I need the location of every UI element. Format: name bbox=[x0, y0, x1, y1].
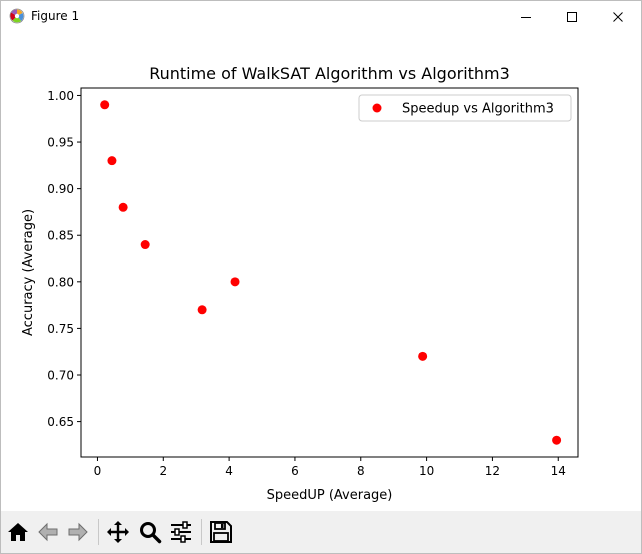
maximize-icon bbox=[567, 11, 577, 22]
y-tick-label: 0.85 bbox=[47, 229, 74, 243]
close-icon bbox=[613, 11, 623, 22]
x-axis-label: SpeedUP (Average) bbox=[267, 488, 393, 503]
toolbar-separator bbox=[98, 519, 99, 545]
y-tick-label: 1.00 bbox=[47, 89, 74, 103]
pan-button[interactable] bbox=[104, 518, 132, 546]
zoom-icon bbox=[140, 522, 162, 544]
y-axis-label: Accuracy (Average) bbox=[21, 209, 36, 336]
pan-icon bbox=[107, 521, 129, 543]
y-tick-label: 0.90 bbox=[47, 182, 74, 196]
close-button[interactable] bbox=[595, 1, 641, 32]
y-tick-label: 0.65 bbox=[47, 415, 74, 429]
configure-subplots-button[interactable] bbox=[167, 518, 195, 546]
data-point bbox=[197, 305, 207, 315]
forward-icon bbox=[68, 522, 88, 542]
legend-label: Speedup vs Algorithm3 bbox=[402, 102, 554, 117]
minimize-button[interactable] bbox=[503, 1, 549, 32]
chart-title: Runtime of WalkSAT Algorithm vs Algorith… bbox=[149, 64, 510, 83]
home-button[interactable] bbox=[4, 518, 32, 546]
x-tick-label: 2 bbox=[159, 464, 167, 478]
axes-frame bbox=[80, 87, 579, 458]
x-tick-label: 4 bbox=[225, 464, 233, 478]
x-tick-label: 12 bbox=[485, 464, 500, 478]
navigation-toolbar bbox=[1, 511, 641, 553]
save-icon bbox=[210, 521, 232, 543]
zoom-button[interactable] bbox=[136, 518, 164, 546]
y-tick-label: 0.95 bbox=[47, 136, 74, 150]
data-point bbox=[107, 156, 117, 166]
y-tick-label: 0.80 bbox=[47, 275, 74, 289]
x-tick-label: 8 bbox=[357, 464, 365, 478]
data-point bbox=[418, 351, 428, 361]
x-tick-label: 10 bbox=[419, 464, 434, 478]
minimize-icon bbox=[521, 16, 531, 18]
legend-box bbox=[358, 94, 572, 122]
data-point bbox=[230, 277, 240, 287]
x-tick-label: 0 bbox=[94, 464, 102, 478]
save-button[interactable] bbox=[207, 518, 235, 546]
data-point bbox=[140, 240, 150, 250]
y-tick-label: 0.70 bbox=[47, 369, 74, 383]
window-title: Figure 1 bbox=[31, 9, 80, 23]
title-bar[interactable]: Figure 1 bbox=[1, 1, 641, 32]
back-button[interactable] bbox=[34, 518, 62, 546]
figure-canvas[interactable]: Runtime of WalkSAT Algorithm vs Algorith… bbox=[1, 32, 641, 511]
data-point bbox=[552, 435, 562, 445]
data-point bbox=[118, 202, 128, 212]
scatter-chart[interactable]: Runtime of WalkSAT Algorithm vs Algorith… bbox=[1, 32, 641, 511]
matplotlib-logo-icon bbox=[9, 8, 25, 24]
y-tick-label: 0.75 bbox=[47, 322, 74, 336]
configure-subplots-icon bbox=[171, 521, 191, 543]
back-icon bbox=[38, 522, 58, 542]
legend-marker bbox=[372, 103, 382, 113]
x-tick-label: 14 bbox=[551, 464, 566, 478]
toolbar-separator bbox=[201, 519, 202, 545]
x-tick-label: 6 bbox=[291, 464, 299, 478]
maximize-button[interactable] bbox=[549, 1, 595, 32]
home-icon bbox=[8, 523, 28, 541]
data-point bbox=[100, 100, 110, 110]
forward-button[interactable] bbox=[64, 518, 92, 546]
